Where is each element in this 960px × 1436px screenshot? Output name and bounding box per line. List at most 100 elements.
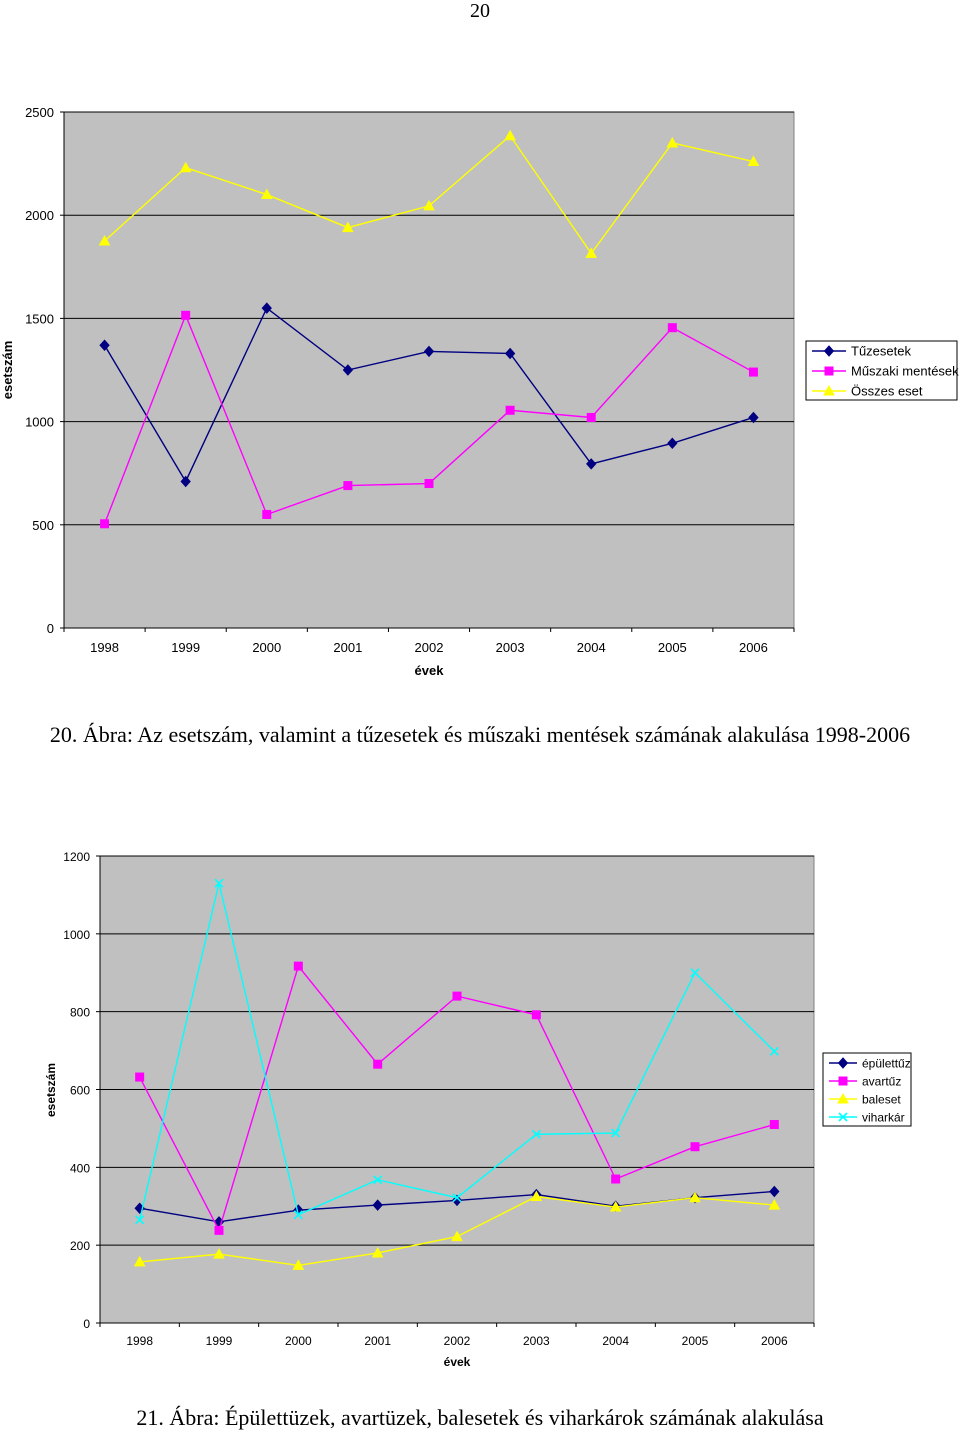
- series-avartűz: [135, 961, 779, 1235]
- data-point: [531, 1010, 541, 1020]
- data-point: [667, 437, 678, 450]
- x-tick-label: 2002: [444, 1334, 471, 1348]
- x-tick-label: 2001: [333, 640, 362, 655]
- data-point: [342, 221, 354, 233]
- figure-caption-20: 20. Ábra: Az esetszám, valamint a tűzese…: [49, 722, 911, 747]
- data-point: [293, 961, 303, 971]
- data-point: [371, 1246, 384, 1258]
- data-point: [98, 234, 111, 246]
- x-tick-label: 1999: [171, 640, 200, 655]
- data-point: [343, 481, 353, 491]
- data-point: [769, 1185, 780, 1198]
- legend-label: viharkár: [862, 1111, 905, 1125]
- y-tick-label: 0: [83, 1317, 90, 1331]
- figure-caption-21: 21. Ábra: Épülettüzek, avartüzek, balese…: [136, 1405, 824, 1430]
- y-tick-label: 600: [70, 1084, 90, 1098]
- data-point: [133, 1255, 146, 1267]
- data-point: [373, 1059, 383, 1069]
- data-point: [214, 1225, 224, 1235]
- x-tick-label: 2000: [285, 1334, 312, 1348]
- series-Összes eset: [98, 129, 760, 258]
- data-point: [586, 412, 596, 422]
- data-point: [451, 1230, 463, 1242]
- page-number: 20: [470, 0, 490, 22]
- x-tick-label: 2002: [415, 640, 444, 655]
- data-point: [530, 1190, 543, 1202]
- x-tick-label: 1999: [206, 1334, 233, 1348]
- data-point: [586, 458, 597, 470]
- data-point: [100, 519, 110, 529]
- data-point: [292, 1259, 305, 1270]
- data-point: [262, 509, 272, 519]
- data-point: [99, 339, 110, 351]
- data-point: [423, 345, 435, 358]
- data-point: [609, 1200, 622, 1212]
- legend-marker: [837, 1057, 849, 1069]
- chart-1: 0 500 1000 1500 2000 2500 1998 1999 2000 2001 2002…: [0, 105, 959, 678]
- legend-label: Tűzesetek: [851, 344, 911, 359]
- y-tick-label: 2000: [25, 208, 54, 223]
- data-point: [213, 1248, 225, 1259]
- series-viharkár: [135, 878, 779, 1225]
- plot-area: [63, 111, 795, 629]
- data-point: [180, 475, 191, 488]
- data-point: [611, 1128, 621, 1138]
- x-tick-label: 1998: [90, 640, 119, 655]
- x-tick-label: 2003: [523, 1334, 550, 1348]
- y-tick-label: 1500: [25, 311, 54, 326]
- data-point: [690, 968, 700, 978]
- legend-box: [822, 1052, 912, 1127]
- legend-marker: [838, 1076, 848, 1086]
- y-tick-label: 2500: [25, 105, 54, 120]
- x-tick-label: 2005: [658, 640, 687, 655]
- data-point: [135, 1215, 145, 1225]
- x-tick-label: 2006: [739, 640, 768, 655]
- data-point: [505, 405, 515, 415]
- x-tick-label: 2004: [602, 1334, 629, 1348]
- data-point: [769, 1120, 779, 1130]
- data-point: [768, 1199, 781, 1210]
- data-point: [423, 199, 435, 211]
- y-tick-label: 1000: [25, 415, 54, 430]
- data-point: [260, 188, 273, 200]
- data-point: [769, 1046, 779, 1056]
- x-tick-label: 2006: [761, 1334, 788, 1348]
- data-point: [452, 1193, 462, 1203]
- chart-2: 0 200 400 600 800 1000 1200 1998 1999 2000 2001 200…: [44, 850, 912, 1369]
- x-tick-label: 2003: [496, 640, 525, 655]
- data-point: [261, 302, 272, 314]
- data-point: [452, 991, 462, 1001]
- data-point: [504, 129, 516, 141]
- y-axis-title: esetszám: [0, 341, 15, 400]
- y-tick-label: 400: [70, 1161, 90, 1175]
- data-point: [293, 1210, 303, 1220]
- x-tick-label: 2000: [252, 640, 281, 655]
- data-point: [747, 155, 760, 167]
- x-axis-title: évek: [444, 1355, 471, 1369]
- data-point: [531, 1129, 541, 1139]
- x-tick-label: 1998: [126, 1334, 153, 1348]
- data-point: [214, 878, 224, 888]
- legend-label: baleset: [862, 1093, 901, 1107]
- data-point: [748, 367, 758, 377]
- series-Tűzesetek: [99, 302, 759, 488]
- data-point: [611, 1174, 621, 1184]
- data-point: [585, 247, 598, 258]
- legend-marker: [824, 366, 834, 376]
- legend-label: Műszaki mentések: [851, 364, 959, 379]
- series-Műszaki mentések: [100, 310, 758, 529]
- data-point: [424, 479, 434, 489]
- legend-marker: [823, 345, 835, 357]
- data-point: [451, 1194, 463, 1207]
- legend-marker: [837, 1092, 849, 1104]
- y-tick-label: 800: [70, 1006, 90, 1020]
- data-point: [373, 1175, 383, 1185]
- x-tick-label: 2005: [682, 1334, 709, 1348]
- data-point: [181, 310, 191, 320]
- legend: Tűzesetek Műszaki mentések Összes eset: [805, 340, 959, 401]
- x-axis-title: évek: [415, 663, 445, 678]
- legend: épülettűz avartűz baleset viharkár: [822, 1052, 912, 1127]
- y-tick-label: 500: [32, 518, 54, 533]
- data-point: [179, 161, 192, 173]
